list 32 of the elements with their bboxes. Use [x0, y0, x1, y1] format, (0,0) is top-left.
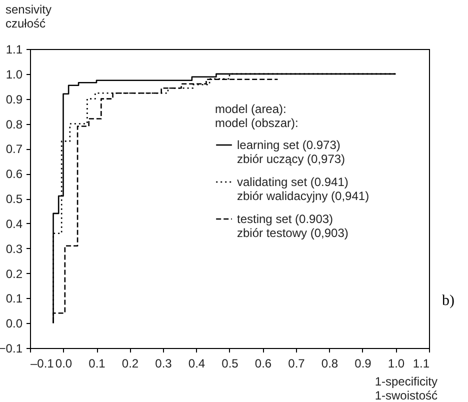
x-tick-label: 0.6 — [254, 356, 272, 370]
x-tick-label: 0.8 — [321, 356, 338, 370]
y-tick-label: 0.6 — [6, 167, 23, 182]
x-tick-label: 0.4 — [188, 356, 206, 370]
legend-title: model (area): model (obszar): — [215, 102, 298, 130]
x-tick-label: 0.2 — [122, 356, 139, 370]
x-tick-label: 0.3 — [155, 356, 172, 370]
x-tick-label: 0.5 — [222, 356, 239, 370]
y-tick-label: 0.8 — [6, 117, 23, 132]
y-tick-label: 0.0 — [6, 316, 23, 331]
y-tick-label: 0.9 — [6, 92, 23, 106]
y-tick-label: 0.7 — [6, 142, 23, 156]
y-axis-title: sensivity czułość — [6, 2, 52, 30]
text: b) — [442, 293, 454, 309]
x-tick-label: 1.1 — [412, 356, 430, 370]
y-tick-label: 0.1 — [6, 292, 23, 306]
y-tick-label: 0.2 — [6, 266, 23, 281]
x-axis-title: 1-specificity 1-swoistość — [374, 374, 438, 402]
x-tick-label: 0.0 — [55, 356, 72, 370]
legend-label: testing set (0.903) zbiór testowy (0,903) — [237, 212, 348, 240]
y-tick-label: 0.5 — [6, 192, 23, 206]
x-tick-label: 0.9 — [354, 356, 372, 370]
x-tick-label: 0.1 — [88, 356, 106, 370]
x-tick-label: 0.7 — [288, 356, 306, 370]
legend-label: validating set (0.941) zbiór walidacyjny (0,941) — [237, 175, 370, 203]
y-tick-label: 0.3 — [6, 242, 23, 256]
x-tick-label: 1.0 — [388, 356, 405, 370]
y-tick-label: 0.4 — [6, 216, 23, 231]
y-tick-label: 1.1 — [6, 42, 23, 56]
y-tick-label: 1.0 — [6, 67, 23, 82]
legend-label: learning set (0.973) zbiór uczący (0,973) — [237, 138, 346, 166]
x-tick-label: –0.1 — [30, 356, 54, 370]
